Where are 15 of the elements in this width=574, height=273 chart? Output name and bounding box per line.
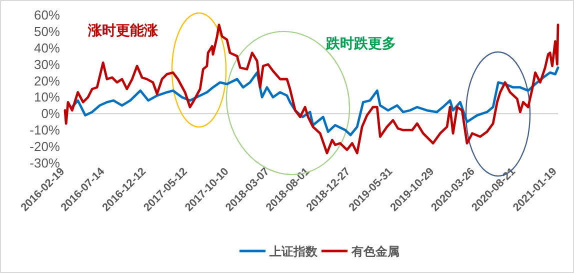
y-tick-label: 50% (34, 24, 60, 39)
annotation: 涨时更能涨 (87, 22, 159, 38)
line-series (64, 24, 560, 154)
y-tick-label: 0% (41, 106, 60, 122)
y-tick-label: 30% (34, 56, 60, 72)
y-tick-label: 60% (34, 8, 60, 22)
legend-label: 上证指数 (268, 244, 318, 258)
y-tick-label: -10% (30, 122, 60, 138)
y-tick-label: -20% (30, 139, 60, 154)
y-tick-label: 40% (34, 40, 60, 56)
legend-label: 有色金属 (350, 244, 400, 258)
y-tick-label: 20% (34, 73, 60, 88)
line-series (70, 66, 560, 136)
annotation: 跌时跌更多 (325, 35, 396, 51)
y-tick-label: 10% (34, 90, 60, 105)
